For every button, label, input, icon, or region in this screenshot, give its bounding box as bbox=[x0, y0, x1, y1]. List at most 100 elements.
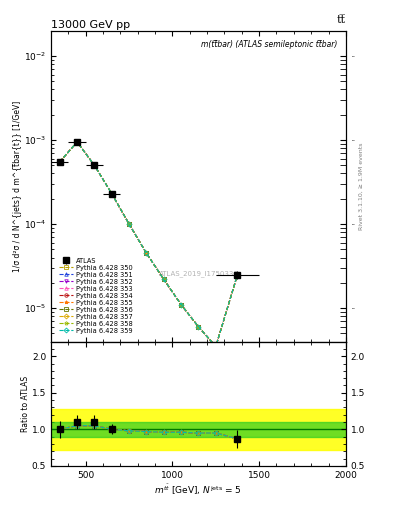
Pythia 6.428 356 bbox=[109, 190, 114, 197]
Pythia 6.428 357 bbox=[57, 159, 62, 165]
Bar bbox=[51, 422, 346, 437]
Pythia 6.428 350 bbox=[92, 162, 97, 168]
Pythia 6.428 352 bbox=[235, 272, 240, 278]
Pythia 6.428 357 bbox=[127, 221, 132, 227]
Pythia 6.428 356 bbox=[179, 302, 184, 308]
Pythia 6.428 354 bbox=[92, 162, 97, 168]
Pythia 6.428 358 bbox=[127, 221, 132, 227]
Pythia 6.428 352 bbox=[196, 324, 201, 330]
Pythia 6.428 351 bbox=[57, 159, 62, 165]
Pythia 6.428 359 bbox=[179, 302, 184, 308]
Pythia 6.428 351 bbox=[144, 250, 149, 257]
Pythia 6.428 355 bbox=[57, 159, 62, 165]
Text: tt̅: tt̅ bbox=[337, 14, 346, 25]
Pythia 6.428 352 bbox=[179, 302, 184, 308]
Pythia 6.428 352 bbox=[109, 190, 114, 197]
Pythia 6.428 352 bbox=[144, 250, 149, 257]
Line: Pythia 6.428 351: Pythia 6.428 351 bbox=[58, 140, 239, 348]
Pythia 6.428 356 bbox=[92, 162, 97, 168]
Pythia 6.428 359 bbox=[196, 324, 201, 330]
Pythia 6.428 359 bbox=[162, 276, 166, 283]
Line: Pythia 6.428 352: Pythia 6.428 352 bbox=[58, 140, 239, 348]
Pythia 6.428 353 bbox=[109, 190, 114, 197]
Pythia 6.428 355 bbox=[179, 302, 184, 308]
Pythia 6.428 355 bbox=[162, 276, 166, 283]
Pythia 6.428 355 bbox=[213, 344, 218, 350]
Pythia 6.428 355 bbox=[235, 272, 240, 278]
Y-axis label: 1/σ d²σ / d N^{jets} d m^{t̅bar{t}} [1/GeV]: 1/σ d²σ / d N^{jets} d m^{t̅bar{t}} [1/G… bbox=[13, 100, 22, 272]
Pythia 6.428 358 bbox=[57, 159, 62, 165]
Pythia 6.428 355 bbox=[196, 324, 201, 330]
Pythia 6.428 351 bbox=[92, 162, 97, 168]
Pythia 6.428 358 bbox=[92, 162, 97, 168]
Line: Pythia 6.428 358: Pythia 6.428 358 bbox=[58, 140, 239, 348]
Pythia 6.428 359 bbox=[75, 139, 79, 145]
Pythia 6.428 353 bbox=[235, 272, 240, 278]
Pythia 6.428 352 bbox=[57, 159, 62, 165]
Pythia 6.428 355 bbox=[144, 250, 149, 257]
Text: 13000 GeV pp: 13000 GeV pp bbox=[51, 20, 130, 30]
Pythia 6.428 353 bbox=[179, 302, 184, 308]
Pythia 6.428 351 bbox=[75, 139, 79, 145]
Pythia 6.428 359 bbox=[235, 272, 240, 278]
Pythia 6.428 358 bbox=[162, 276, 166, 283]
Pythia 6.428 357 bbox=[235, 272, 240, 278]
Pythia 6.428 350 bbox=[235, 272, 240, 278]
X-axis label: $m^{t\bar{t}}$ [GeV], $N^{\rm jets}$ = 5: $m^{t\bar{t}}$ [GeV], $N^{\rm jets}$ = 5 bbox=[154, 482, 242, 497]
Pythia 6.428 352 bbox=[75, 139, 79, 145]
Pythia 6.428 356 bbox=[127, 221, 132, 227]
Pythia 6.428 359 bbox=[92, 162, 97, 168]
Text: m(tt̅bar) (ATLAS semileptonic tt̅bar): m(tt̅bar) (ATLAS semileptonic tt̅bar) bbox=[200, 40, 337, 49]
Pythia 6.428 353 bbox=[75, 139, 79, 145]
Pythia 6.428 356 bbox=[196, 324, 201, 330]
Pythia 6.428 350 bbox=[57, 159, 62, 165]
Pythia 6.428 351 bbox=[235, 272, 240, 278]
Pythia 6.428 354 bbox=[196, 324, 201, 330]
Pythia 6.428 350 bbox=[196, 324, 201, 330]
Pythia 6.428 356 bbox=[75, 139, 79, 145]
Pythia 6.428 357 bbox=[75, 139, 79, 145]
Pythia 6.428 352 bbox=[127, 221, 132, 227]
Bar bbox=[51, 409, 346, 450]
Pythia 6.428 351 bbox=[109, 190, 114, 197]
Pythia 6.428 357 bbox=[109, 190, 114, 197]
Pythia 6.428 352 bbox=[213, 344, 218, 350]
Pythia 6.428 350 bbox=[213, 344, 218, 350]
Pythia 6.428 356 bbox=[57, 159, 62, 165]
Pythia 6.428 358 bbox=[196, 324, 201, 330]
Pythia 6.428 354 bbox=[75, 139, 79, 145]
Line: Pythia 6.428 355: Pythia 6.428 355 bbox=[58, 140, 239, 348]
Y-axis label: Ratio to ATLAS: Ratio to ATLAS bbox=[22, 376, 31, 432]
Pythia 6.428 350 bbox=[144, 250, 149, 257]
Pythia 6.428 350 bbox=[179, 302, 184, 308]
Pythia 6.428 358 bbox=[144, 250, 149, 257]
Text: ATLAS_2019_I1750330: ATLAS_2019_I1750330 bbox=[158, 270, 239, 276]
Line: Pythia 6.428 356: Pythia 6.428 356 bbox=[58, 140, 239, 348]
Pythia 6.428 359 bbox=[213, 344, 218, 350]
Pythia 6.428 357 bbox=[196, 324, 201, 330]
Line: Pythia 6.428 359: Pythia 6.428 359 bbox=[58, 140, 239, 348]
Pythia 6.428 354 bbox=[162, 276, 166, 283]
Pythia 6.428 352 bbox=[92, 162, 97, 168]
Pythia 6.428 355 bbox=[127, 221, 132, 227]
Pythia 6.428 350 bbox=[109, 190, 114, 197]
Pythia 6.428 359 bbox=[127, 221, 132, 227]
Pythia 6.428 357 bbox=[213, 344, 218, 350]
Pythia 6.428 353 bbox=[162, 276, 166, 283]
Line: Pythia 6.428 357: Pythia 6.428 357 bbox=[58, 140, 239, 348]
Line: Pythia 6.428 354: Pythia 6.428 354 bbox=[58, 140, 239, 348]
Pythia 6.428 353 bbox=[127, 221, 132, 227]
Pythia 6.428 350 bbox=[127, 221, 132, 227]
Pythia 6.428 354 bbox=[235, 272, 240, 278]
Line: Pythia 6.428 353: Pythia 6.428 353 bbox=[58, 140, 239, 348]
Pythia 6.428 354 bbox=[109, 190, 114, 197]
Pythia 6.428 353 bbox=[213, 344, 218, 350]
Pythia 6.428 354 bbox=[213, 344, 218, 350]
Pythia 6.428 358 bbox=[235, 272, 240, 278]
Y-axis label: Rivet 3.1.10, ≥ 1.9M events: Rivet 3.1.10, ≥ 1.9M events bbox=[359, 142, 364, 230]
Pythia 6.428 356 bbox=[235, 272, 240, 278]
Pythia 6.428 359 bbox=[57, 159, 62, 165]
Pythia 6.428 358 bbox=[109, 190, 114, 197]
Pythia 6.428 357 bbox=[144, 250, 149, 257]
Pythia 6.428 353 bbox=[57, 159, 62, 165]
